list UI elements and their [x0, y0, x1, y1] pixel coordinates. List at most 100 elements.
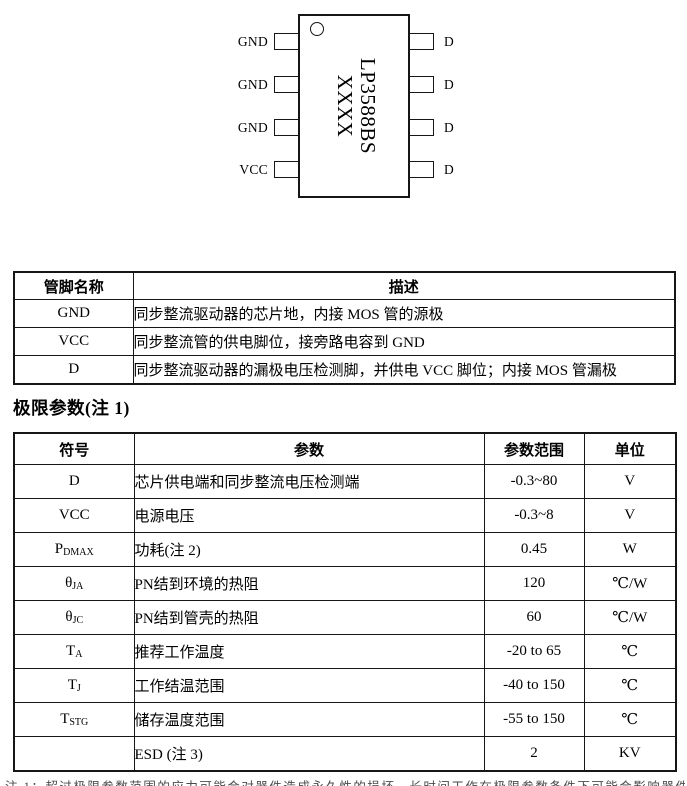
symbol-cell — [13, 736, 135, 772]
col-header-description: 描述 — [132, 271, 676, 300]
col-header-unit: 单位 — [583, 432, 677, 465]
table-row: θJC PN结到管壳的热阻 60 ℃/W — [13, 600, 677, 635]
parameter-cell: PN结到管壳的热阻 — [133, 600, 485, 635]
chip-lot-code: XXXX — [333, 74, 357, 138]
clipped-note-line: 注 1：超过极限参数范围的应力可能会对器件造成永久性的损坏，长时间工作在极限参数… — [5, 779, 685, 786]
symbol-cell: TSTG — [13, 702, 135, 737]
range-cell: -0.3~80 — [483, 464, 585, 499]
table-row: VCC 同步整流管的供电脚位，接旁路电容到 GND — [13, 327, 676, 356]
symbol-base: D — [68, 473, 80, 489]
unit-cell: V — [583, 498, 677, 533]
range-cell: -0.3~8 — [483, 498, 585, 533]
table-row: D 芯片供电端和同步整流电压检测端 -0.3~80 V — [13, 464, 677, 499]
table-row: ESD (注 3) 2 KV — [13, 736, 677, 772]
pin1-indicator-dot — [310, 22, 324, 36]
parameter-cell: 芯片供电端和同步整流电压检测端 — [133, 464, 485, 499]
parameter-cell: 推荐工作温度 — [133, 634, 485, 669]
table-row: VCC 电源电压 -0.3~8 V — [13, 498, 677, 533]
symbol-base: VCC — [58, 507, 90, 523]
col-header-pin-name: 管脚名称 — [13, 271, 134, 300]
symbol-cell: TA — [13, 634, 135, 669]
symbol-cell: θJA — [13, 566, 135, 601]
table-row: PDMAX 功耗(注 2) 0.45 W — [13, 532, 677, 567]
pin-desc-cell: 同步整流驱动器的漏极电压检测脚，并供电 VCC 脚位；内接 MOS 管漏极 — [132, 355, 676, 385]
pin-name-cell: GND — [13, 299, 134, 328]
chip-body — [298, 14, 410, 198]
pin-stub-right-2 — [408, 76, 434, 93]
pin-name-cell: D — [13, 355, 134, 385]
parameter-cell: PN结到环境的热阻 — [133, 566, 485, 601]
unit-cell: ℃ — [583, 702, 677, 737]
pin-name-cell: VCC — [13, 327, 134, 356]
chip-part-number: LP3588BS — [356, 57, 380, 155]
unit-cell: ℃ — [583, 668, 677, 703]
pin-stub-left-4 — [274, 161, 300, 178]
section-title-limit-parameters: 极限参数(注 1) — [13, 398, 130, 418]
pin-label-vcc: VCC — [239, 162, 268, 177]
pin-label-d-2: D — [444, 77, 455, 92]
table-row: θJA PN结到环境的热阻 120 ℃/W — [13, 566, 677, 601]
symbol-base: T — [67, 677, 77, 693]
pin-label-gnd-2: GND — [237, 77, 268, 92]
symbol-subscript: JA — [72, 581, 84, 592]
col-header-symbol: 符号 — [13, 432, 135, 465]
symbol-cell: D — [13, 464, 135, 499]
range-cell: 120 — [483, 566, 585, 601]
unit-cell: KV — [583, 736, 677, 772]
unit-cell: ℃/W — [583, 600, 677, 635]
pin-label-d-4: D — [444, 162, 455, 177]
table-row: TSTG 储存温度范围 -55 to 150 ℃ — [13, 702, 677, 737]
table-row: TJ 工作结温范围 -40 to 150 ℃ — [13, 668, 677, 703]
symbol-subscript: DMAX — [63, 547, 94, 558]
symbol-cell: θJC — [13, 600, 135, 635]
table-row: D 同步整流驱动器的漏极电压检测脚，并供电 VCC 脚位；内接 MOS 管漏极 — [13, 355, 676, 385]
symbol-base: T — [66, 643, 76, 659]
pin-desc-cell: 同步整流驱动器的芯片地，内接 MOS 管的源极 — [132, 299, 676, 328]
parameter-cell: 储存温度范围 — [133, 702, 485, 737]
pin-label-gnd-1: GND — [237, 34, 268, 49]
range-cell: 2 — [483, 736, 585, 772]
table-row: GND 同步整流驱动器的芯片地，内接 MOS 管的源极 — [13, 299, 676, 328]
unit-cell: ℃/W — [583, 566, 677, 601]
unit-cell: ℃ — [583, 634, 677, 669]
chip-marking: LP3588BS XXXX — [333, 57, 380, 155]
parameter-cell: 功耗(注 2) — [133, 532, 485, 567]
pin-stub-left-2 — [274, 76, 300, 93]
symbol-base: T — [60, 711, 70, 727]
col-header-range: 参数范围 — [483, 432, 585, 465]
symbol-cell: TJ — [13, 668, 135, 703]
unit-cell: W — [583, 532, 677, 567]
range-cell: 60 — [483, 600, 585, 635]
clipped-note-text: 注 1：超过极限参数范围的应力可能会对器件造成永久性的损坏，长时间工作在极限参数… — [5, 780, 685, 786]
symbol-subscript: J — [76, 683, 81, 694]
parameter-cell: 工作结温范围 — [133, 668, 485, 703]
parameter-cell: 电源电压 — [133, 498, 485, 533]
symbol-base: θ — [65, 575, 73, 591]
range-cell: -40 to 150 — [483, 668, 585, 703]
pin-stub-left-1 — [274, 33, 300, 50]
pin-stub-right-1 — [408, 33, 434, 50]
pin-stub-right-4 — [408, 161, 434, 178]
parameter-cell: ESD (注 3) — [133, 736, 485, 772]
symbol-subscript: STG — [69, 717, 89, 728]
unit-cell: V — [583, 464, 677, 499]
symbol-subscript: JC — [72, 615, 84, 626]
pin-desc-cell: 同步整流管的供电脚位，接旁路电容到 GND — [132, 327, 676, 356]
pin-label-gnd-3: GND — [237, 120, 268, 135]
table-header-row: 管脚名称 描述 — [13, 271, 676, 300]
range-cell: -55 to 150 — [483, 702, 585, 737]
table-row: TA 推荐工作温度 -20 to 65 ℃ — [13, 634, 677, 669]
pin-label-d-1: D — [444, 34, 455, 49]
symbol-base: θ — [65, 609, 73, 625]
pin-label-d-3: D — [444, 120, 455, 135]
range-cell: -20 to 65 — [483, 634, 585, 669]
symbol-base: P — [54, 541, 64, 557]
col-header-parameter: 参数 — [133, 432, 485, 465]
pin-description-table: 管脚名称 描述 GND 同步整流驱动器的芯片地，内接 MOS 管的源极 VCC … — [13, 271, 676, 385]
table-header-row: 符号 参数 参数范围 单位 — [13, 432, 677, 465]
symbol-subscript: A — [75, 649, 83, 660]
symbol-cell: PDMAX — [13, 532, 135, 567]
pin-stub-left-3 — [274, 119, 300, 136]
limit-parameters-table: 符号 参数 参数范围 单位 D 芯片供电端和同步整流电压检测端 -0.3~80 … — [13, 432, 677, 772]
